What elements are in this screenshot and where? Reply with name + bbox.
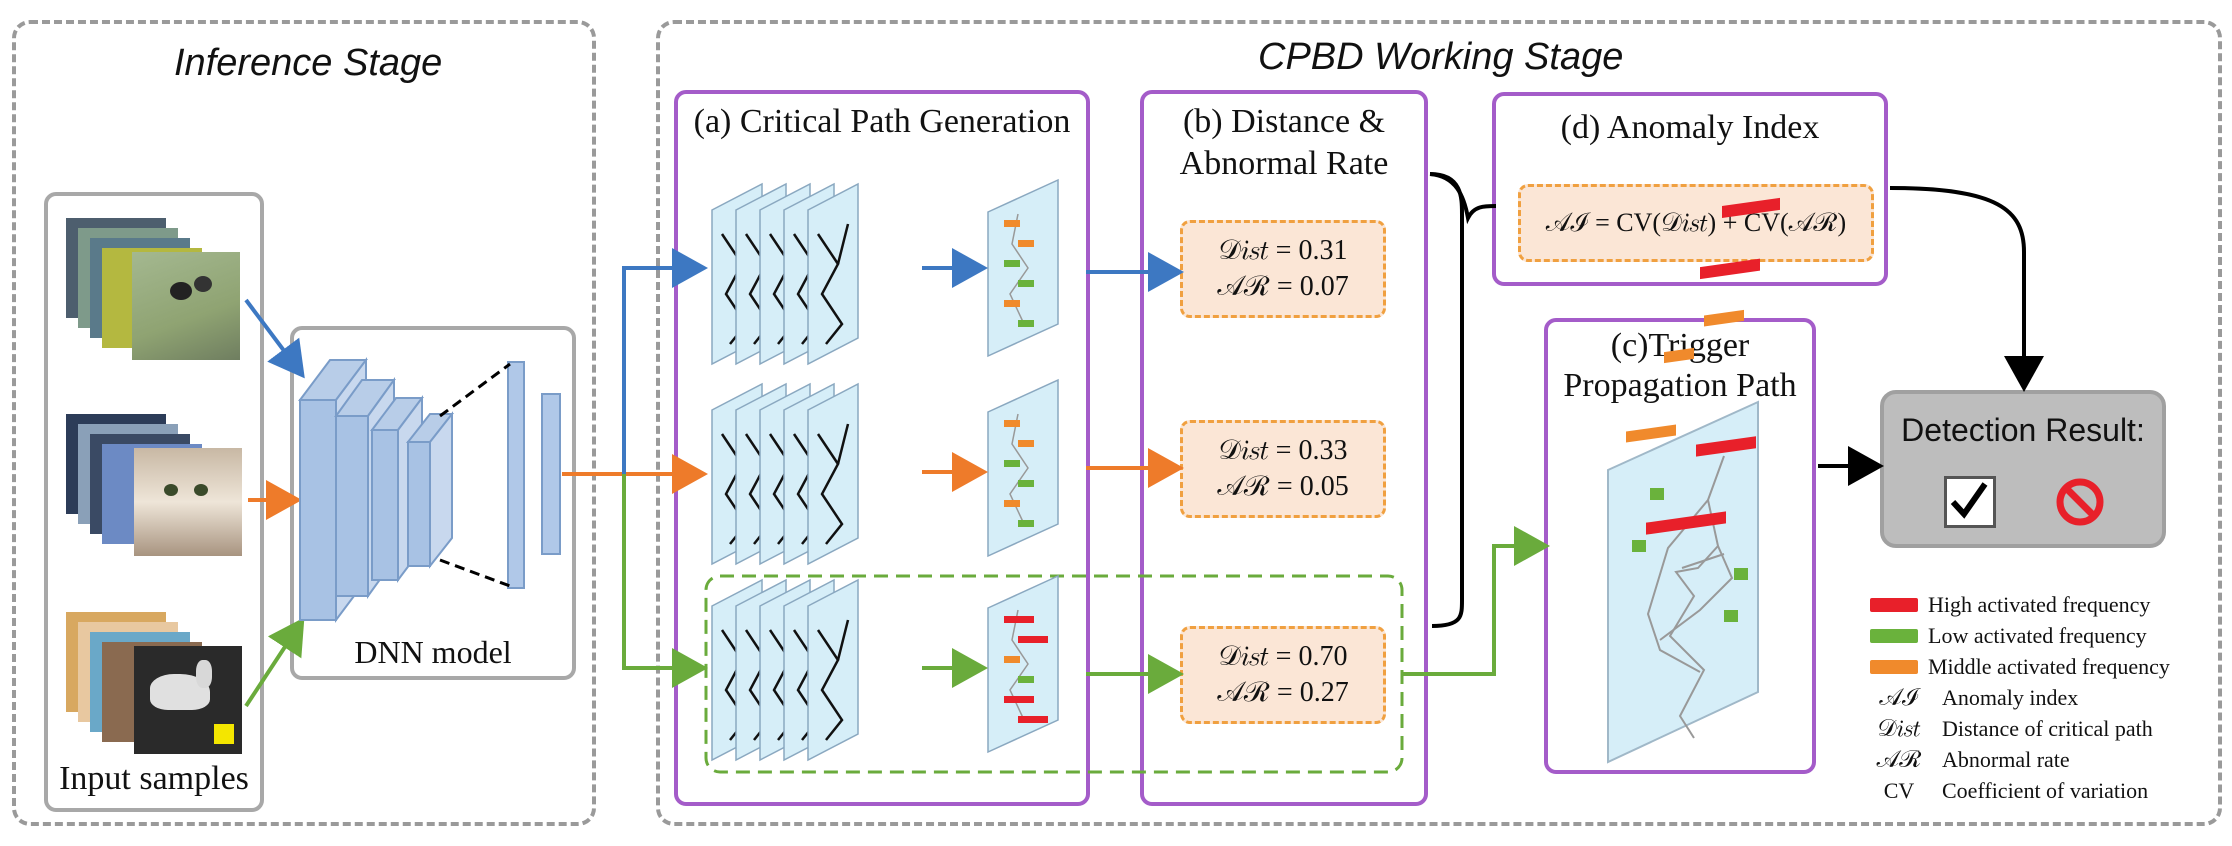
mini-activation-mark bbox=[1004, 500, 1020, 507]
metric-ar: 𝒜ℛ = 0.27 bbox=[1217, 677, 1349, 708]
mini-activation-mark bbox=[1018, 716, 1048, 723]
legend-item-ai: 𝒜ℐ Anomaly index bbox=[1870, 683, 2078, 713]
dnn-model-label: DNN model bbox=[354, 634, 512, 670]
legend-symbol: 𝒟𝑖𝑠𝑡 bbox=[1877, 715, 1921, 742]
legend-item-middle: Middle activated frequency bbox=[1870, 652, 2170, 682]
critical-path-line bbox=[836, 223, 850, 265]
mini-activation-mark bbox=[1004, 300, 1020, 307]
mini-propagation-plane bbox=[987, 574, 1059, 754]
critical-path-planes bbox=[711, 178, 1059, 762]
panel-b-title-line1: (b) Distance & bbox=[1182, 103, 1386, 140]
mini-activation-mark bbox=[1018, 240, 1034, 247]
panel-d-anomaly-index bbox=[1492, 92, 1888, 286]
dnn-layers bbox=[298, 357, 561, 623]
mini-activation-mark bbox=[1004, 220, 1020, 227]
metric-ar: 𝒜ℛ = 0.07 bbox=[1217, 271, 1349, 302]
legend-label: Distance of critical path bbox=[1942, 716, 2153, 741]
legend-item-cv: CV Coefficient of variation bbox=[1870, 776, 2148, 806]
mini-activation-mark bbox=[1018, 636, 1048, 643]
panel-a-title: (a) Critical Path Generation bbox=[693, 103, 1071, 140]
input-image-stack-middle bbox=[66, 414, 246, 556]
mini-activation-mark bbox=[1004, 616, 1034, 623]
legend-label: Coefficient of variation bbox=[1942, 778, 2149, 803]
mini-activation-mark bbox=[1004, 656, 1020, 663]
prohibited-icon bbox=[2054, 476, 2106, 528]
mini-activation-mark bbox=[1018, 520, 1034, 527]
checkbox-checked-icon bbox=[1944, 476, 1996, 528]
legend-item-high: High activated frequency bbox=[1870, 590, 2150, 620]
legend-swatch-orange bbox=[1870, 659, 1918, 674]
mini-activation-mark bbox=[1004, 460, 1020, 467]
legend-label: Middle activated frequency bbox=[1928, 654, 2170, 679]
legend-label: Anomaly index bbox=[1942, 685, 2079, 710]
legend-swatch-red bbox=[1870, 597, 1918, 612]
critical-path-line bbox=[816, 629, 844, 741]
critical-path-line bbox=[836, 423, 850, 465]
legend-item-low: Low activated frequency bbox=[1870, 621, 2147, 651]
critical-path-line bbox=[816, 233, 844, 345]
mini-activation-mark bbox=[1004, 260, 1020, 267]
mini-activation-mark bbox=[1018, 676, 1034, 683]
mini-activation-mark bbox=[1018, 440, 1034, 447]
metric-ar: 𝒜ℛ = 0.05 bbox=[1217, 471, 1349, 502]
legend-label: High activated frequency bbox=[1928, 592, 2151, 617]
metric-box-orange: 𝒟𝑖𝑠𝑡 = 0.33 𝒜ℛ = 0.05 bbox=[1180, 420, 1386, 518]
input-image-stack-bottom bbox=[66, 612, 246, 762]
mini-activation-mark bbox=[1004, 420, 1020, 427]
formula-text: 𝒜ℐ = CV(𝒟𝑖𝑠𝑡) + CV(𝒜ℛ) bbox=[1545, 208, 1847, 237]
legend-item-ar: 𝒜ℛ Abnormal rate bbox=[1870, 745, 2070, 775]
metric-box-blue: 𝒟𝑖𝑠𝑡 = 0.31 𝒜ℛ = 0.07 bbox=[1180, 220, 1386, 318]
detection-result-title: Detection Result: bbox=[1901, 412, 2145, 448]
anomaly-index-formula: 𝒜ℐ = CV(𝒟𝑖𝑠𝑡) + CV(𝒜ℛ) bbox=[1518, 184, 1874, 262]
input-image-stack-top bbox=[66, 218, 246, 360]
cpbd-stage-container bbox=[656, 20, 2222, 826]
legend-label: Abnormal rate bbox=[1942, 747, 2070, 772]
inference-stage-title: Inference Stage bbox=[174, 42, 443, 84]
mini-activation-mark bbox=[1018, 280, 1034, 287]
panel-b-title-line2: Abnormal Rate bbox=[1179, 145, 1389, 182]
input-samples-label: Input samples bbox=[59, 760, 249, 797]
panel-a-critical-path-generation bbox=[674, 90, 1090, 806]
metric-box-green: 𝒟𝑖𝑠𝑡 = 0.70 𝒜ℛ = 0.27 bbox=[1180, 626, 1386, 724]
metric-dist: 𝒟𝑖𝑠𝑡 = 0.70 bbox=[1218, 641, 1348, 672]
inference-stage-container bbox=[12, 20, 596, 826]
legend-label: Low activated frequency bbox=[1928, 623, 2147, 648]
mini-activation-mark bbox=[1018, 320, 1034, 327]
legend-symbol: 𝒜ℐ bbox=[1879, 684, 1919, 711]
mini-activation-mark bbox=[1004, 696, 1034, 703]
trigger-propagation-plane bbox=[1607, 197, 1780, 764]
legend-swatch-green bbox=[1870, 628, 1918, 643]
legend-symbol: CV bbox=[1883, 778, 1915, 803]
metric-dist: 𝒟𝑖𝑠𝑡 = 0.33 bbox=[1218, 435, 1348, 466]
mini-activation-mark bbox=[1018, 480, 1034, 487]
panel-d-title: (d) Anomaly Index bbox=[1560, 109, 1820, 146]
panel-b-distance-abnormal-rate bbox=[1140, 90, 1428, 806]
legend-symbol: 𝒜ℛ bbox=[1876, 746, 1922, 773]
critical-path-line bbox=[816, 433, 844, 545]
cpbd-stage-title: CPBD Working Stage bbox=[1258, 36, 1624, 78]
mini-propagation-plane bbox=[987, 178, 1059, 358]
mini-propagation-plane bbox=[987, 378, 1059, 558]
legend-item-dist: 𝒟𝑖𝑠𝑡 Distance of critical path bbox=[1870, 714, 2153, 744]
critical-path-line bbox=[836, 619, 850, 661]
metric-dist: 𝒟𝑖𝑠𝑡 = 0.31 bbox=[1218, 235, 1348, 266]
panel-c-title-line2: Propagation Path bbox=[1563, 367, 1797, 404]
